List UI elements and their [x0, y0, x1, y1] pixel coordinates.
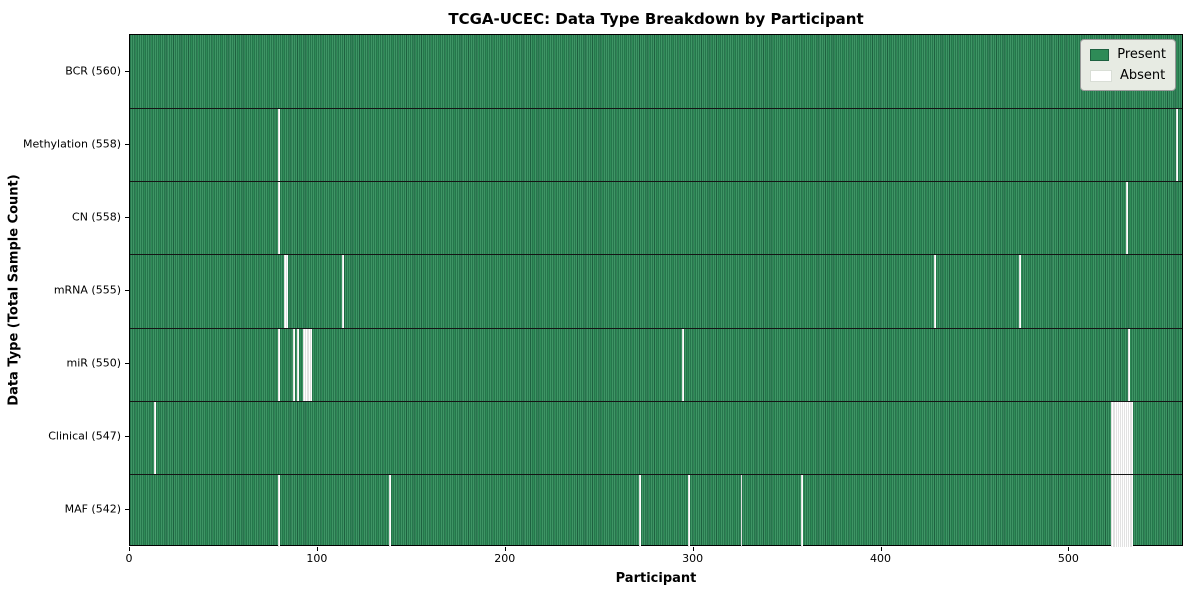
legend-absent-swatch	[1090, 69, 1112, 82]
absent-stripe-mir-93	[304, 327, 307, 401]
y-tick-mark	[125, 290, 129, 291]
absent-stripe-mrna-113	[342, 254, 345, 328]
absent-stripe-cn-79	[278, 181, 281, 255]
absent-stripe-clinical-523	[1112, 400, 1115, 474]
absent-stripe-mrna-83	[285, 254, 288, 328]
y-tick-mark	[125, 363, 129, 365]
absent-stripe-maf-532	[1129, 473, 1132, 547]
absent-stripe-maf-525	[1116, 473, 1119, 547]
absent-stripe-methylation-557	[1176, 108, 1179, 182]
absent-stripe-mir-89	[297, 327, 300, 401]
x-tick-label-100: 100	[306, 552, 328, 565]
y-tick-mark	[125, 436, 129, 438]
absent-stripe-mir-96	[310, 327, 313, 401]
row-boundary	[130, 327, 1182, 329]
row-boundary	[130, 400, 1182, 402]
absent-stripe-maf-530	[1125, 473, 1128, 547]
absent-stripe-mir-531	[1127, 327, 1130, 401]
absent-stripe-maf-533	[1131, 473, 1134, 547]
legend-present-label: Present	[1117, 47, 1166, 62]
legend-absent-label: Absent	[1120, 68, 1166, 83]
absent-stripe-clinical-527	[1120, 400, 1122, 474]
absent-stripe-clinical-529	[1123, 400, 1126, 474]
row-boundary	[130, 473, 1182, 475]
absent-stripe-clinical-13	[154, 400, 157, 474]
x-tick-mark	[1068, 547, 1070, 551]
x-tick-mark	[316, 547, 318, 551]
absent-stripe-clinical-526	[1118, 400, 1121, 474]
absent-stripe-mir-94	[306, 327, 309, 401]
absent-stripe-mir-87	[293, 327, 296, 401]
row-boundary	[130, 181, 1182, 183]
y-tick-label-cn: CN (558)	[72, 210, 121, 224]
x-tick-label-400: 400	[870, 552, 891, 565]
absent-stripe-maf-325	[740, 473, 743, 547]
row-boundary	[130, 108, 1182, 110]
absent-stripe-clinical-532	[1129, 400, 1132, 474]
absent-stripe-maf-79	[278, 473, 281, 547]
absent-stripe-maf-527	[1120, 473, 1122, 547]
absent-stripe-mrna-82	[284, 254, 286, 328]
legend-item-absent: Absent	[1090, 68, 1166, 83]
x-tick-mark	[129, 547, 130, 551]
absent-stripe-mir-294	[682, 327, 685, 401]
chart-title: TCGA-UCEC: Data Type Breakdown by Partic…	[448, 10, 864, 28]
x-tick-label-200: 200	[494, 552, 516, 565]
absent-stripe-mir-95	[308, 327, 311, 401]
absent-stripe-mrna-428	[934, 254, 936, 328]
absent-stripe-mir-92	[302, 327, 305, 401]
x-tick-mark	[504, 547, 506, 551]
y-tick-label-bcr: BCR (560)	[65, 64, 121, 78]
x-tick-mark	[692, 547, 694, 551]
absent-stripe-mrna-473	[1018, 254, 1021, 328]
x-axis-label: Participant	[615, 571, 697, 586]
absent-stripe-clinical-530	[1125, 400, 1128, 474]
legend: Present Absent	[1080, 39, 1176, 91]
y-tick-label-mrna: mRNA (555)	[53, 283, 121, 297]
x-tick-label-300: 300	[682, 552, 704, 565]
y-tick-mark	[125, 70, 129, 72]
y-tick-label-clinical: Clinical (547)	[48, 429, 121, 443]
y-tick-mark	[125, 143, 129, 145]
absent-stripe-maf-357	[800, 473, 803, 547]
x-tick-label-500: 500	[1057, 552, 1079, 565]
absent-stripe-clinical-522	[1110, 400, 1113, 474]
y-tick-label-maf: MAF (542)	[64, 502, 121, 516]
absent-stripe-maf-526	[1118, 473, 1121, 547]
y-tick-label-methylation: Methylation (558)	[23, 137, 121, 151]
legend-present-swatch	[1090, 48, 1110, 61]
plot-area: Present Absent	[129, 34, 1183, 547]
absent-stripe-maf-271	[639, 473, 642, 547]
absent-stripe-maf-523	[1112, 473, 1115, 547]
y-tick-mark	[125, 509, 129, 511]
absent-stripe-maf-531	[1127, 473, 1130, 547]
absent-stripe-maf-524	[1114, 473, 1117, 547]
absent-stripe-clinical-531	[1127, 400, 1130, 474]
y-tick-label-mir: miR (550)	[66, 356, 122, 370]
x-tick-mark	[880, 547, 882, 551]
legend-item-present: Present	[1090, 47, 1166, 62]
y-tick-mark	[125, 216, 129, 218]
x-tick-label-0: 0	[125, 552, 133, 565]
absent-stripe-cn-530	[1125, 181, 1128, 255]
absent-stripe-clinical-533	[1131, 400, 1134, 474]
absent-stripe-mir-79	[278, 327, 281, 401]
absent-stripe-maf-297	[688, 473, 690, 547]
absent-stripe-clinical-524	[1114, 400, 1117, 474]
absent-stripe-maf-529	[1123, 473, 1126, 547]
absent-stripe-maf-522	[1110, 473, 1113, 547]
absent-stripe-maf-528	[1122, 473, 1124, 547]
absent-stripe-methylation-79	[278, 108, 281, 182]
absent-stripe-clinical-528	[1122, 400, 1124, 474]
absent-stripe-maf-138	[389, 473, 392, 547]
y-axis-label: Data Type (Total Sample Count)	[6, 174, 22, 406]
row-boundary	[130, 254, 1182, 256]
absent-stripe-clinical-525	[1116, 400, 1119, 474]
